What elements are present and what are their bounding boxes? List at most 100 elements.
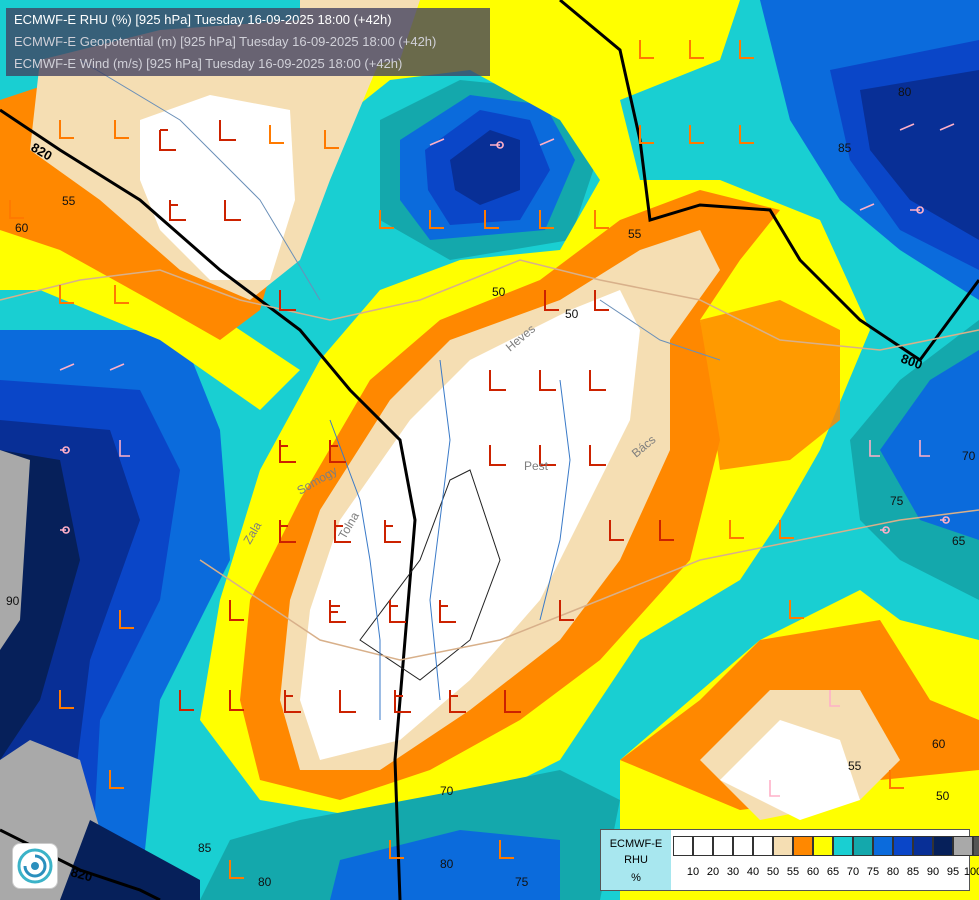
color-legend: ECMWF-E RHU % 10 20 30 40 50 55 60 65 70 75 80 85 90…: [600, 829, 979, 891]
wind-barb: [179, 690, 194, 711]
wind-barb: [429, 138, 445, 146]
legend-swatch: [813, 836, 833, 856]
wind-barb: [869, 440, 880, 457]
wind-barb: [59, 120, 74, 139]
wind-barb: [504, 690, 521, 713]
wind-barb: [394, 690, 411, 713]
rh-contour-label: 50: [936, 789, 950, 803]
title-rhu: ECMWF-E RHU (%) [925 hPa] Tuesday 16-09-…: [14, 12, 392, 27]
wind-barb: [689, 40, 704, 59]
wind-calm-symbol: [880, 526, 890, 534]
legend-variable: RHU: [624, 854, 648, 866]
wind-barb: [609, 520, 624, 541]
wind-barb: [389, 840, 404, 859]
rh-contour-label: 90: [6, 594, 20, 608]
rh-contour-label: 65: [952, 534, 966, 548]
wind-barb: [229, 690, 244, 711]
geopotential-label: 820: [69, 864, 94, 884]
wind-barb: [589, 445, 606, 466]
legend-swatch: [733, 836, 753, 856]
wind-calm-symbol: [940, 516, 950, 524]
rh-contour-label: 80: [440, 857, 454, 871]
rh-contour-label: 55: [848, 759, 862, 773]
legend-swatch: [893, 836, 913, 856]
wind-barb: [114, 120, 129, 139]
legend-tick-label: 55: [786, 866, 800, 878]
wind-barb: [779, 520, 794, 539]
wind-barb: [594, 290, 609, 311]
legend-tick-label: 50: [766, 866, 780, 878]
legend-tick-label: 100: [963, 866, 979, 878]
legend-swatch: [933, 836, 953, 856]
wind-barb: [224, 200, 241, 221]
wind-barb: [539, 138, 555, 146]
legend-swatches: [673, 836, 979, 856]
wind-barb: [539, 445, 556, 466]
ecmwf-swirl-icon: [12, 843, 58, 889]
legend-swatch: [773, 836, 793, 856]
legend-tick-label: 95: [946, 866, 960, 878]
wind-barb: [594, 210, 609, 229]
wind-barb: [219, 120, 236, 141]
wind-barb: [279, 440, 296, 463]
wind-barb: [789, 600, 804, 619]
legend-swatch: [913, 836, 933, 856]
wind-calm-symbol: [490, 141, 504, 149]
wind-barb: [384, 520, 401, 543]
legend-tick-label: 85: [906, 866, 920, 878]
wind-barb: [559, 600, 574, 621]
wind-barb: [429, 210, 444, 229]
place-label: Pest: [524, 459, 549, 473]
wind-barb: [489, 370, 506, 391]
legend-tick-label: 90: [926, 866, 940, 878]
wind-barb: [499, 840, 514, 859]
legend-tick-label: 20: [706, 866, 720, 878]
rh-contour-label: 85: [198, 841, 212, 855]
wind-barb: [339, 690, 356, 713]
rh-contour-label: 50: [492, 285, 506, 299]
wind-barb: [389, 600, 406, 623]
rh-contour-label: 70: [962, 449, 976, 463]
rh-contour-label: 70: [440, 784, 454, 798]
wind-calm-symbol: [60, 446, 70, 454]
place-label: Somogy: [295, 463, 340, 497]
wind-barb: [59, 285, 74, 304]
legend-swatch: [673, 836, 693, 856]
rh-contour-label: 75: [890, 494, 904, 508]
legend-tick-label: 10: [686, 866, 700, 878]
rh-contour-label: 60: [932, 737, 946, 751]
rh-contour-label: 50: [565, 307, 579, 321]
legend-tick-label: 30: [726, 866, 740, 878]
legend-tick-label: 80: [886, 866, 900, 878]
wind-barb: [169, 200, 186, 221]
wind-barb: [739, 125, 754, 144]
wind-barb: [59, 690, 74, 709]
wind-barb: [229, 860, 244, 879]
wind-barb: [119, 610, 134, 629]
legend-tick-label: 65: [826, 866, 840, 878]
wind-barb: [229, 600, 244, 621]
wind-barb: [329, 440, 346, 463]
legend-swatch: [793, 836, 813, 856]
wind-barb: [269, 125, 284, 144]
wind-barb: [829, 690, 840, 707]
wind-barb: [919, 440, 930, 457]
legend-swatch: [953, 836, 973, 856]
legend-swatch: [853, 836, 873, 856]
wind-barb: [379, 210, 394, 229]
wind-barb: [159, 129, 176, 151]
wind-barb: [939, 123, 955, 131]
wind-barb: [639, 125, 654, 144]
wind-barb: [484, 210, 499, 229]
wind-barb: [899, 123, 915, 131]
legend-swatch: [873, 836, 893, 856]
legend-tick-label: 75: [866, 866, 880, 878]
legend-swatch: [753, 836, 773, 856]
rh-contour-label: 80: [258, 875, 272, 889]
rh-contour-label: 55: [62, 194, 76, 208]
wind-barb: [9, 200, 24, 219]
legend-swatch: [693, 836, 713, 856]
geopotential-label: 820: [29, 140, 55, 164]
